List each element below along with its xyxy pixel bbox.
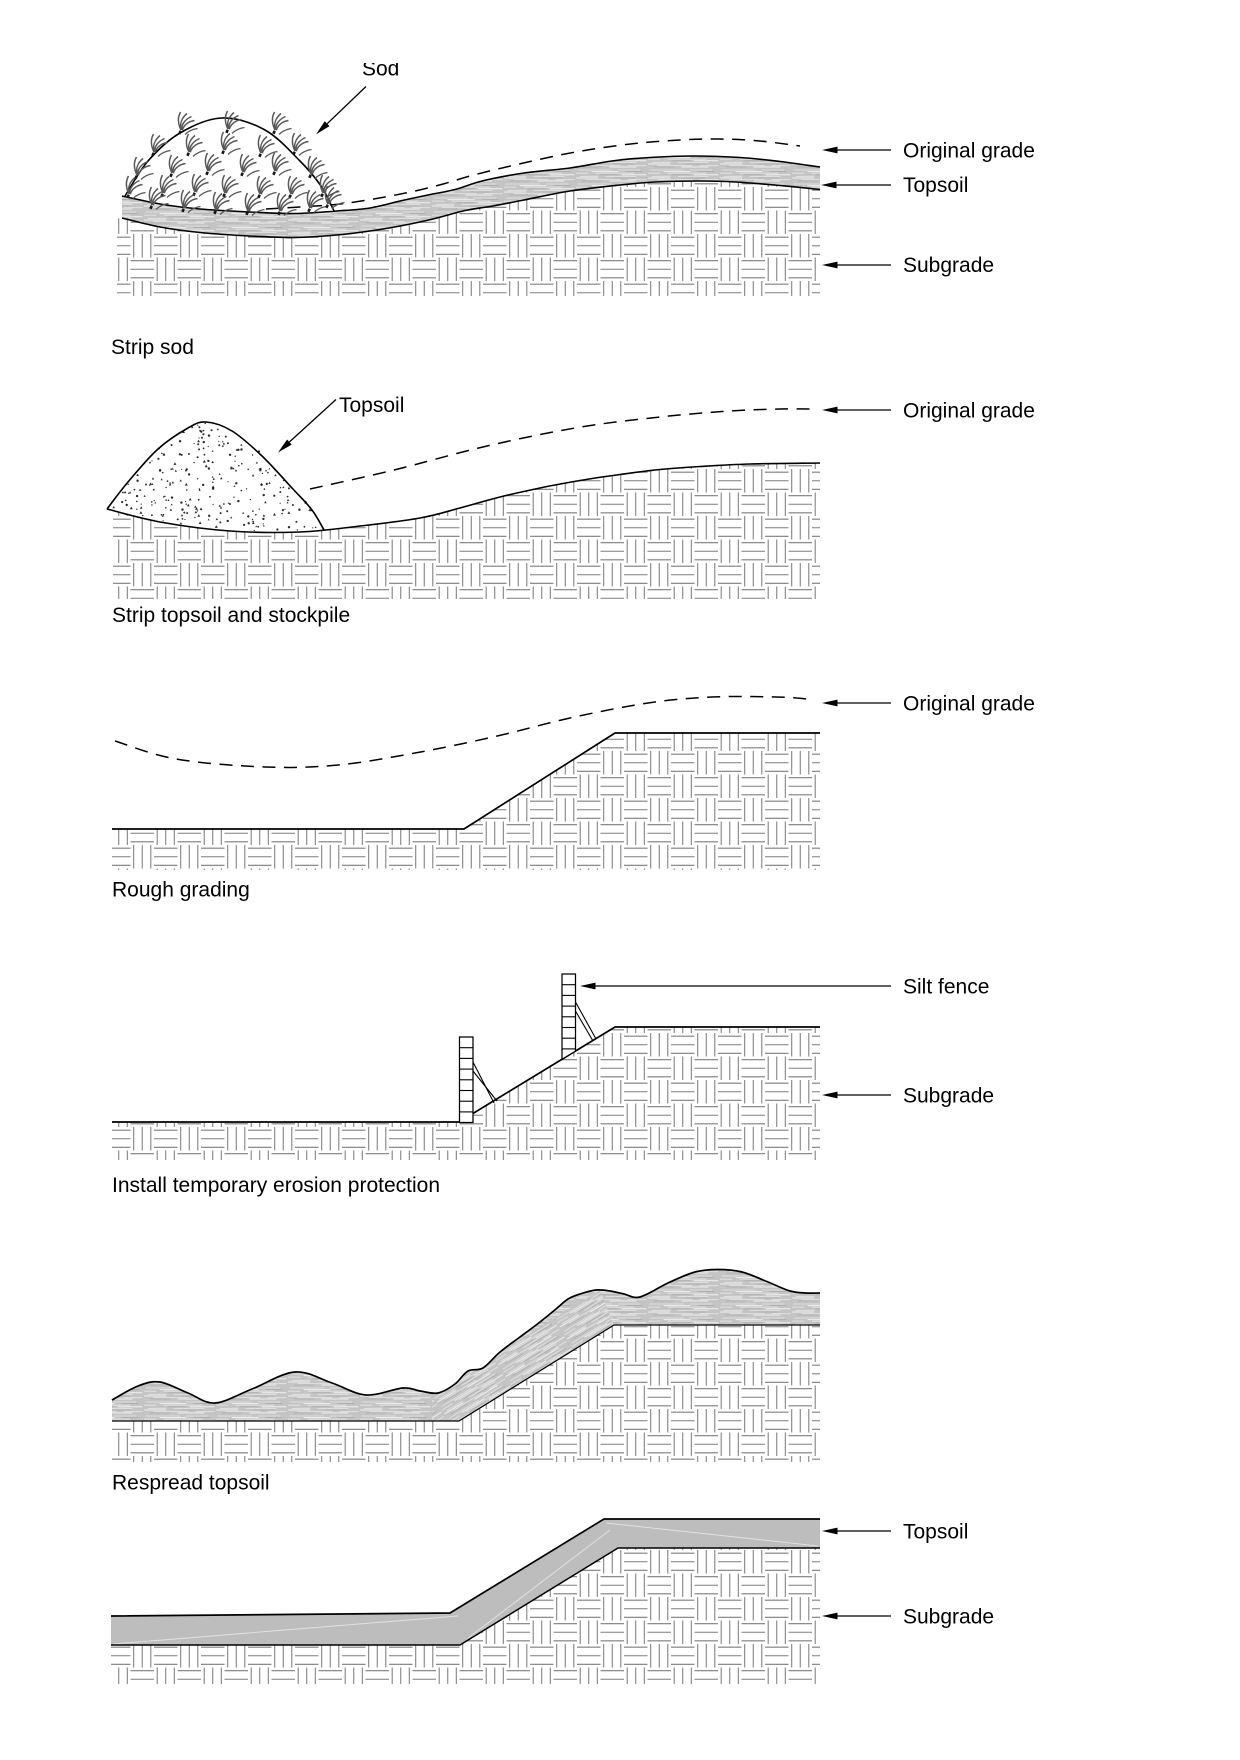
svg-text:Install temporary erosion prot: Install temporary erosion protection — [112, 1174, 440, 1197]
svg-text:Sod: Sod — [362, 58, 399, 81]
svg-text:Original grade: Original grade — [903, 693, 1035, 716]
svg-text:Strip topsoil and stockpile: Strip topsoil and stockpile — [112, 604, 350, 627]
svg-text:Subgrade: Subgrade — [903, 1606, 994, 1629]
svg-text:Rough grading: Rough grading — [112, 879, 250, 902]
svg-text:Topsoil: Topsoil — [903, 174, 968, 197]
svg-text:Original grade: Original grade — [903, 400, 1035, 423]
svg-text:Subgrade: Subgrade — [903, 1085, 994, 1108]
svg-text:Topsoil: Topsoil — [903, 1521, 968, 1544]
svg-text:Topsoil: Topsoil — [339, 394, 404, 417]
svg-text:Strip sod: Strip sod — [111, 336, 194, 359]
svg-text:Original grade: Original grade — [903, 140, 1035, 163]
svg-text:Subgrade: Subgrade — [903, 254, 994, 277]
svg-text:Respread topsoil: Respread topsoil — [112, 1472, 270, 1495]
svg-text:Silt fence: Silt fence — [903, 976, 989, 999]
